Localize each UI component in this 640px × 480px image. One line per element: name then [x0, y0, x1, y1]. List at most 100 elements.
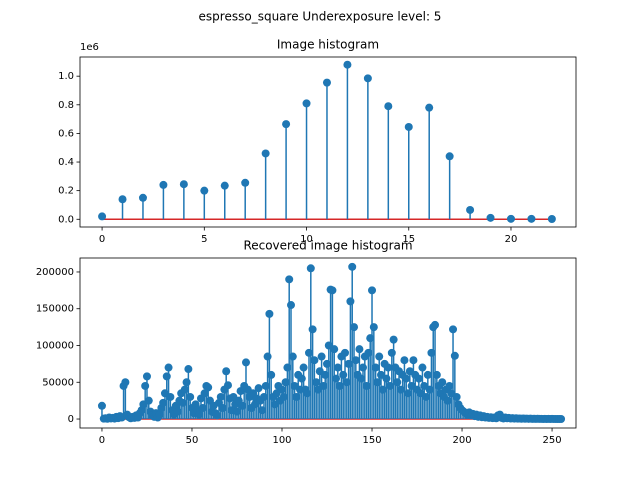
- stem-marker: [261, 149, 270, 158]
- stem-marker: [281, 378, 290, 387]
- stem-marker: [366, 334, 375, 343]
- stem-marker: [305, 348, 314, 357]
- stem-marker: [371, 363, 380, 372]
- stem-marker: [527, 214, 536, 223]
- axes-title: Image histogram: [277, 38, 379, 52]
- stem-marker: [341, 348, 350, 357]
- x-tick-label: 0: [99, 234, 105, 245]
- stem-marker: [452, 392, 461, 401]
- stem-marker: [144, 396, 153, 405]
- stem-marker: [364, 348, 373, 357]
- stem-marker: [343, 60, 352, 69]
- x-tick-label: 20: [505, 234, 518, 245]
- stem-marker: [422, 392, 431, 401]
- stem-marker: [302, 99, 311, 108]
- stem-marker: [432, 370, 441, 379]
- stem-marker: [292, 392, 301, 401]
- stem-marker: [213, 411, 222, 420]
- x-tick-label: 5: [201, 234, 207, 245]
- stem-marker: [339, 370, 348, 379]
- stem-marker: [180, 385, 189, 394]
- stem-marker: [445, 152, 454, 161]
- stem-marker: [355, 345, 364, 354]
- stem-marker: [404, 122, 413, 131]
- axes-title: Recovered image histogram: [243, 239, 412, 253]
- y-tick-label: 0.0: [58, 214, 74, 225]
- stem-marker: [178, 398, 187, 407]
- stem-marker: [297, 374, 306, 383]
- stem-marker: [486, 213, 495, 222]
- stem-marker: [557, 414, 566, 423]
- stem-marker: [317, 352, 326, 361]
- stem-marker: [312, 378, 321, 387]
- y-tick-label: 100000: [36, 341, 74, 352]
- x-tick-label: 0: [99, 435, 105, 446]
- stem-marker: [350, 323, 359, 332]
- stem-marker: [241, 358, 250, 367]
- y-tick-label: 0.8: [58, 100, 74, 111]
- stem-marker: [303, 389, 312, 398]
- stem-marker: [369, 323, 378, 332]
- stem-marker: [238, 401, 247, 410]
- stem-marker: [409, 356, 418, 365]
- stem-marker: [282, 120, 291, 129]
- stem-marker: [278, 385, 287, 394]
- figure-title: espresso_square Underexposure level: 5: [199, 10, 442, 24]
- stem-marker: [310, 356, 319, 365]
- stem-marker: [431, 320, 440, 329]
- stem-marker: [438, 378, 447, 387]
- offset-label: 1e6: [80, 42, 99, 53]
- stem-marker: [265, 309, 274, 318]
- stem-marker: [414, 374, 423, 383]
- stem-marker: [323, 359, 332, 368]
- stem-marker: [287, 301, 296, 310]
- stem-marker: [97, 401, 106, 410]
- stem-marker: [184, 365, 193, 374]
- stem-marker: [195, 410, 204, 419]
- stem-marker: [254, 384, 263, 393]
- stem-marker: [258, 406, 267, 415]
- stem-marker: [445, 381, 454, 390]
- stem-marker: [425, 103, 434, 112]
- stem-marker: [330, 345, 339, 354]
- stem-marker: [98, 212, 107, 221]
- stem-marker: [166, 392, 175, 401]
- stem-marker: [261, 381, 270, 390]
- stem-marker: [382, 374, 391, 383]
- y-tick-label: 0.2: [58, 186, 74, 197]
- x-tick-label: 100: [272, 435, 291, 446]
- x-tick-label: 200: [452, 435, 471, 446]
- stem-marker: [241, 178, 250, 187]
- stem-marker: [384, 363, 393, 372]
- stem-marker: [173, 407, 182, 416]
- stem-marker: [200, 389, 209, 398]
- stem-marker: [121, 378, 130, 387]
- stem-marker: [427, 348, 436, 357]
- stem-marker: [333, 363, 342, 372]
- stem-marker: [332, 374, 341, 383]
- stem-marker: [450, 351, 459, 360]
- stem-marker: [283, 363, 292, 372]
- stem-marker: [396, 385, 405, 394]
- stem-marker: [378, 385, 387, 394]
- y-tick-label: 1.0: [58, 71, 74, 82]
- stem-marker: [223, 381, 232, 390]
- stem-marker: [179, 180, 188, 189]
- stem-marker: [267, 370, 276, 379]
- stem-marker: [506, 214, 515, 223]
- x-tick-label: 10: [300, 234, 313, 245]
- y-tick-label: 50000: [42, 377, 74, 388]
- y-tick-label: 0.6: [58, 128, 74, 139]
- stem-marker: [182, 378, 191, 387]
- y-tick-label: 150000: [36, 304, 74, 315]
- stem-marker: [404, 389, 413, 398]
- stem-marker: [198, 404, 207, 412]
- stem-marker: [322, 78, 331, 87]
- stem-marker: [306, 264, 315, 273]
- stem-marker: [308, 325, 317, 334]
- stem-marker: [386, 381, 395, 390]
- stem-marker: [335, 381, 344, 390]
- stem-marker: [328, 286, 337, 295]
- stem-marker: [443, 396, 452, 405]
